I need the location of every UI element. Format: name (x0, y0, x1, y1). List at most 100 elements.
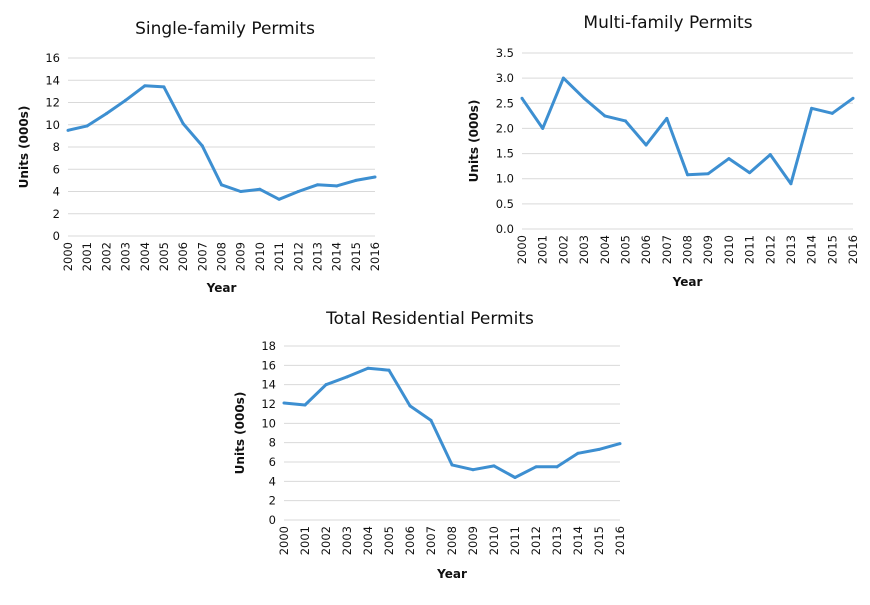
x-tick-label: 2009 (466, 526, 480, 555)
x-tick-label: 2015 (592, 526, 606, 555)
data-point (345, 375, 349, 379)
y-tick-label: 0 (269, 513, 276, 527)
x-tick-label: 2006 (176, 242, 190, 271)
x-axis-label: Year (672, 275, 703, 289)
y-axis-label: Units (000s) (467, 100, 481, 183)
x-tick-label: 2000 (61, 242, 75, 271)
chart-title: Multi-family Permits (583, 13, 752, 33)
x-tick-label: 2000 (515, 235, 529, 264)
x-tick-label: 2014 (330, 242, 344, 271)
x-tick-label: 2005 (382, 526, 396, 555)
data-point (239, 190, 243, 193)
x-tick-label: 2014 (805, 235, 819, 264)
data-point (277, 197, 281, 201)
x-tick-label: 2011 (508, 526, 522, 555)
series-line (520, 76, 854, 186)
chart-title: Total Residential Permits (325, 309, 534, 329)
data-point (85, 124, 89, 128)
data-point (104, 112, 108, 116)
data-point (408, 404, 412, 408)
y-tick-label: 16 (261, 358, 276, 372)
y-tick-label: 0.5 (496, 197, 514, 211)
y-tick-label: 2.5 (496, 96, 514, 110)
x-tick-label: 2012 (763, 235, 777, 264)
data-point (534, 465, 538, 469)
x-tick-label: 2015 (349, 242, 363, 271)
data-point (124, 98, 128, 102)
data-point (373, 175, 377, 179)
x-tick-label: 2005 (618, 235, 632, 264)
data-point (555, 465, 559, 469)
y-tick-label: 4 (269, 474, 276, 488)
data-point (576, 451, 580, 455)
data-point (282, 401, 286, 405)
y-tick-label: 3.5 (496, 46, 514, 60)
x-tick-label: 2007 (424, 526, 438, 555)
y-tick-label: 16 (45, 51, 60, 65)
x-tick-label: 2008 (215, 242, 229, 271)
y-tick-label: 0.0 (496, 222, 514, 236)
data-point (324, 383, 328, 387)
x-tick-label: 2007 (195, 242, 209, 271)
data-point (618, 442, 622, 446)
data-point (810, 106, 814, 110)
data-point (665, 116, 669, 120)
y-tick-label: 2 (269, 494, 276, 508)
x-tick-label: 2000 (277, 526, 291, 555)
x-tick-label: 2008 (445, 526, 459, 555)
y-tick-label: 10 (261, 416, 276, 430)
x-tick-label: 2011 (743, 235, 757, 264)
x-tick-label: 2004 (598, 235, 612, 264)
data-point (366, 366, 370, 370)
y-tick-label: 18 (261, 339, 276, 353)
y-tick-label: 14 (261, 378, 276, 392)
data-point (644, 143, 648, 147)
data-point (561, 76, 565, 80)
y-tick-label: 1.5 (496, 147, 514, 161)
x-tick-label: 2006 (639, 235, 653, 264)
x-tick-label: 2016 (368, 242, 382, 271)
y-tick-label: 14 (45, 73, 60, 87)
chart-1: Multi-family Permits 0.0 0.5 1.0 1.5 2.0 2.5 3.… (467, 13, 860, 289)
data-point (582, 96, 586, 100)
y-tick-label: 10 (45, 118, 60, 132)
y-tick-label: 12 (261, 397, 276, 411)
x-tick-label: 2001 (80, 242, 94, 271)
data-point (450, 463, 454, 467)
x-tick-label: 2016 (846, 235, 860, 264)
data-point (258, 187, 262, 191)
x-tick-label: 2008 (681, 235, 695, 264)
y-tick-label: 8 (53, 140, 60, 154)
data-point (520, 96, 524, 100)
data-point (789, 182, 793, 186)
x-tick-label: 2004 (138, 242, 152, 271)
data-point (471, 468, 475, 472)
x-tick-label: 2007 (660, 235, 674, 264)
x-tick-label: 2013 (784, 235, 798, 264)
x-tick-label: 2010 (253, 242, 267, 271)
x-tick-label: 2015 (825, 235, 839, 264)
data-point (727, 157, 731, 161)
y-tick-label: 6 (53, 162, 60, 176)
data-point (623, 119, 627, 123)
x-axis-label: Year (206, 281, 237, 295)
data-point (200, 144, 204, 148)
x-tick-label: 2014 (571, 526, 585, 555)
x-tick-label: 2012 (291, 242, 305, 271)
x-tick-label: 2012 (529, 526, 543, 555)
data-point (541, 126, 545, 130)
data-point (66, 128, 70, 132)
x-tick-label: 2013 (310, 242, 324, 271)
x-tick-label: 2002 (99, 242, 113, 271)
y-tick-label: 3.0 (496, 71, 514, 85)
data-point (603, 114, 607, 118)
x-tick-label: 2009 (234, 242, 248, 271)
y-tick-label: 2.0 (496, 121, 514, 135)
x-tick-label: 2003 (119, 242, 133, 271)
data-point (335, 184, 339, 188)
x-tick-label: 2002 (319, 526, 333, 555)
x-tick-label: 2003 (577, 235, 591, 264)
data-point (315, 183, 319, 187)
data-point (354, 178, 358, 182)
data-point (296, 190, 300, 193)
